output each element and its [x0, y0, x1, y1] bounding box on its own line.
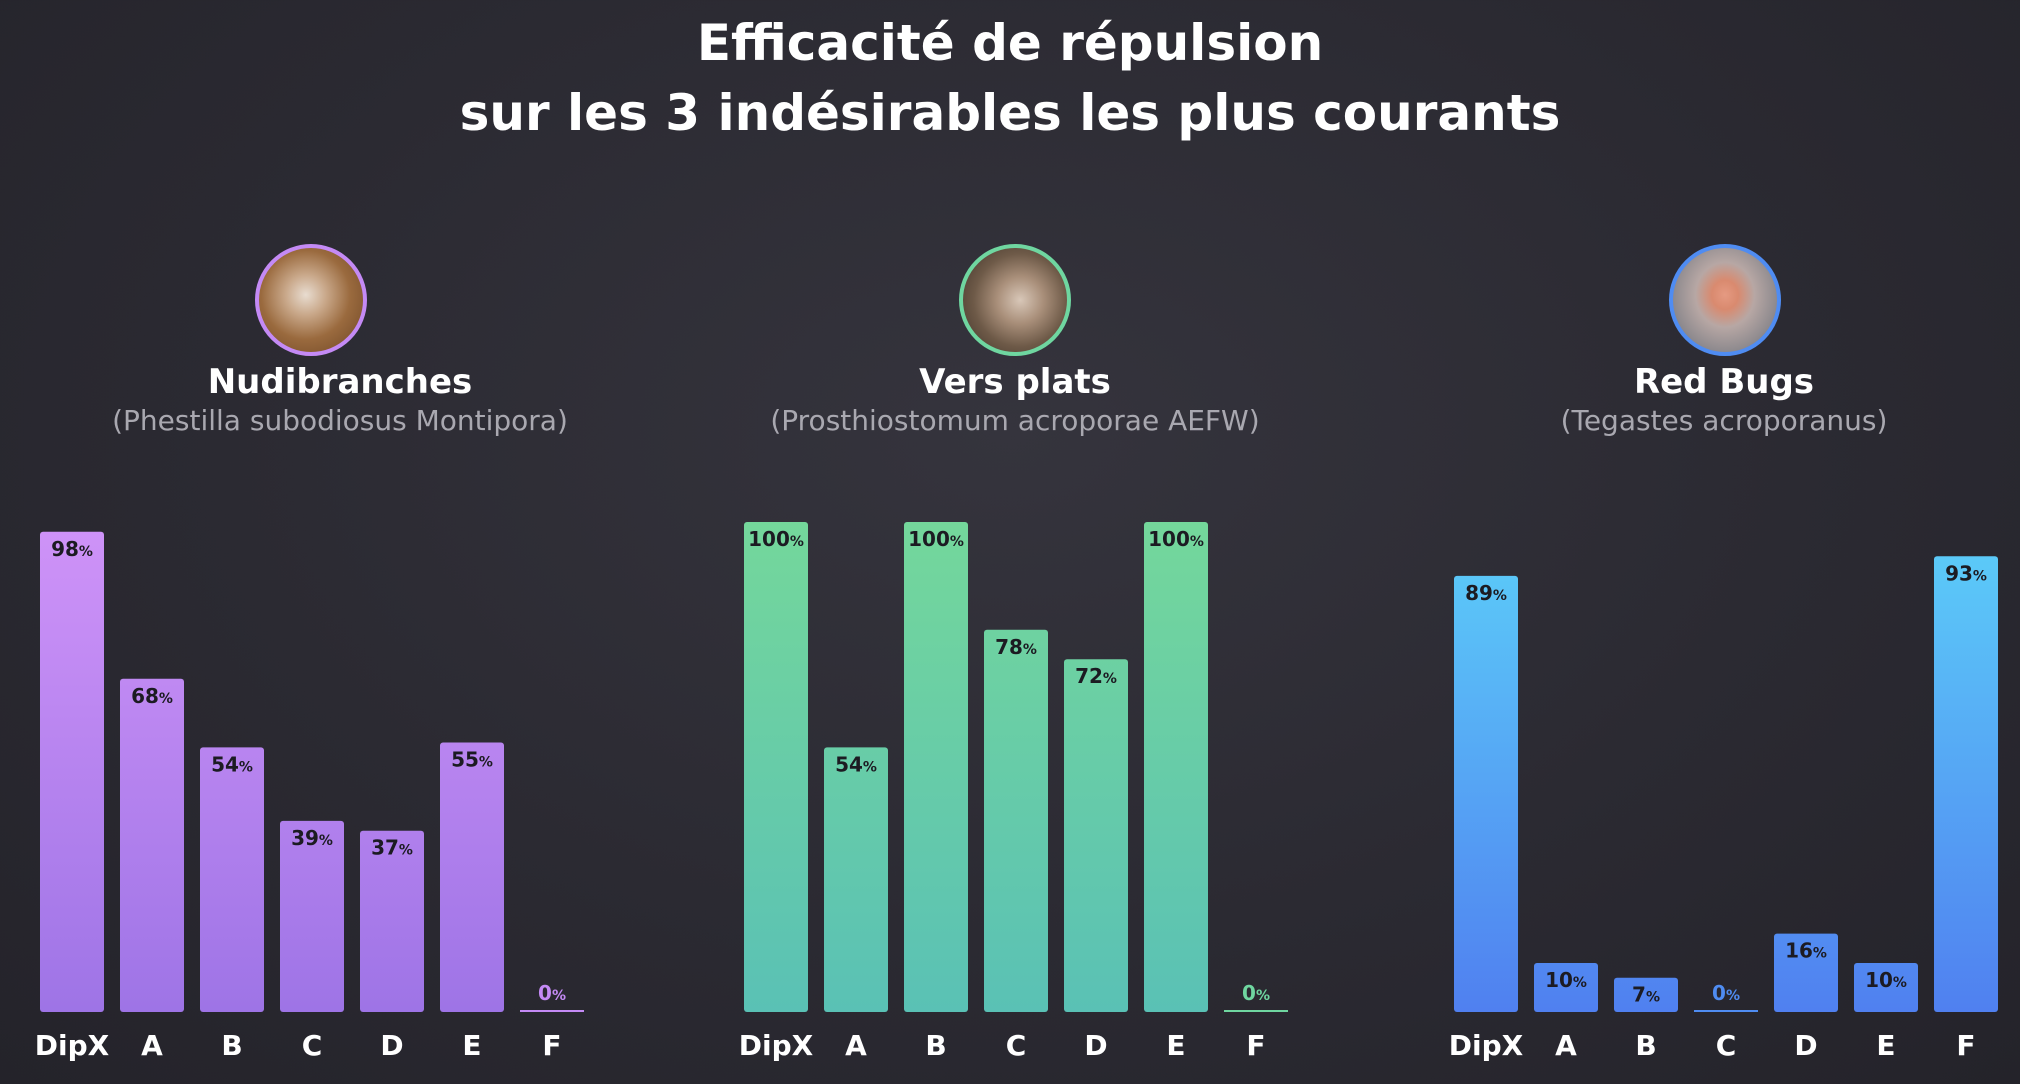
bar-d: [360, 830, 424, 1012]
category-label: D: [380, 1029, 403, 1062]
red-bug-photo: [1669, 244, 1781, 356]
bar-dipx: [40, 531, 104, 1012]
bar-chart-2: 89% DipX 10% A 7% B 0% C 16% D 10% E 93% F: [1449, 556, 1998, 1062]
bar-f: [520, 1010, 584, 1012]
bar-a: [824, 747, 888, 1012]
chart-panel-nudibranches: Nudibranches (Phestilla subodiosus Monti…: [0, 0, 700, 1084]
category-label: E: [1876, 1029, 1895, 1062]
category-label: E: [1166, 1029, 1185, 1062]
bar-b: [904, 522, 968, 1012]
bar-dipx: [744, 522, 808, 1012]
value-label: 100%: [908, 527, 964, 551]
bar-d: [1774, 933, 1838, 1012]
category-label: A: [141, 1029, 163, 1062]
bar-chart-1: 100% DipX 54% A 100% B 78% C 72% D 100% E 0% F: [739, 522, 1288, 1062]
value-label: 37%: [371, 836, 413, 860]
chart-title: Efficacité de répulsion sur les 3 indési…: [0, 8, 2020, 148]
value-label: 0%: [538, 981, 566, 1005]
category-label: E: [462, 1029, 481, 1062]
bar-e: [1144, 522, 1208, 1012]
value-label: 39%: [291, 826, 333, 850]
category-label: B: [925, 1029, 946, 1062]
category-label: DipX: [1449, 1029, 1524, 1062]
panel-title: Red Bugs: [1633, 362, 1815, 402]
bar-c: [280, 820, 344, 1012]
value-label: 7%: [1632, 983, 1660, 1007]
category-label: B: [221, 1029, 242, 1062]
panel-title: Vers plats: [919, 362, 1111, 402]
value-label: 55%: [451, 748, 493, 772]
value-label: 72%: [1075, 664, 1117, 688]
category-label: DipX: [35, 1029, 110, 1062]
value-label: 93%: [1945, 561, 1987, 585]
bar-dipx: [1454, 575, 1518, 1012]
flatworm-photo: [959, 244, 1071, 356]
panel-subtitle: (Prosthiostomum acroporae AEFW): [770, 404, 1260, 437]
category-label: B: [1635, 1029, 1656, 1062]
category-label: C: [1006, 1029, 1027, 1062]
panel-subtitle: (Tegastes acroporanus): [1560, 404, 1888, 437]
value-label: 0%: [1242, 981, 1270, 1005]
value-label: 100%: [1148, 527, 1204, 551]
panel-subtitle: (Phestilla subodiosus Montipora): [112, 404, 568, 437]
bar-f: [1224, 1010, 1288, 1012]
category-label: A: [845, 1029, 867, 1062]
value-label: 54%: [835, 752, 877, 776]
category-label: D: [1794, 1029, 1817, 1062]
category-label: F: [1246, 1029, 1265, 1062]
nudibranch-photo: [255, 244, 367, 356]
value-label: 16%: [1785, 939, 1827, 963]
category-label: F: [542, 1029, 561, 1062]
bar-chart-0: 98% DipX 68% A 54% B 39% C 37% D 55% E 0% F: [35, 531, 584, 1062]
bar-c: [984, 629, 1048, 1012]
category-label: C: [302, 1029, 323, 1062]
category-label: D: [1084, 1029, 1107, 1062]
bar-f: [1934, 556, 1998, 1012]
value-label: 10%: [1545, 968, 1587, 992]
value-label: 98%: [51, 537, 93, 561]
category-label: F: [1956, 1029, 1975, 1062]
value-label: 10%: [1865, 968, 1907, 992]
bar-a: [120, 678, 184, 1012]
category-label: A: [1555, 1029, 1577, 1062]
title-line-1: Efficacité de répulsion: [696, 14, 1324, 72]
bar-e: [440, 742, 504, 1012]
category-label: C: [1716, 1029, 1737, 1062]
bar-d: [1064, 659, 1128, 1012]
bar-e: [1854, 963, 1918, 1012]
title-line-2: sur les 3 indésirables les plus courants: [459, 84, 1561, 142]
value-label: 89%: [1465, 581, 1507, 605]
value-label: 78%: [995, 635, 1037, 659]
bar-b: [200, 747, 264, 1012]
value-label: 0%: [1712, 981, 1740, 1005]
category-label: DipX: [739, 1029, 814, 1062]
bar-a: [1534, 963, 1598, 1012]
value-label: 54%: [211, 752, 253, 776]
bar-b: [1614, 977, 1678, 1012]
value-label: 68%: [131, 684, 173, 708]
value-label: 100%: [748, 527, 804, 551]
bar-c: [1694, 1010, 1758, 1012]
panel-title: Nudibranches: [207, 362, 473, 402]
